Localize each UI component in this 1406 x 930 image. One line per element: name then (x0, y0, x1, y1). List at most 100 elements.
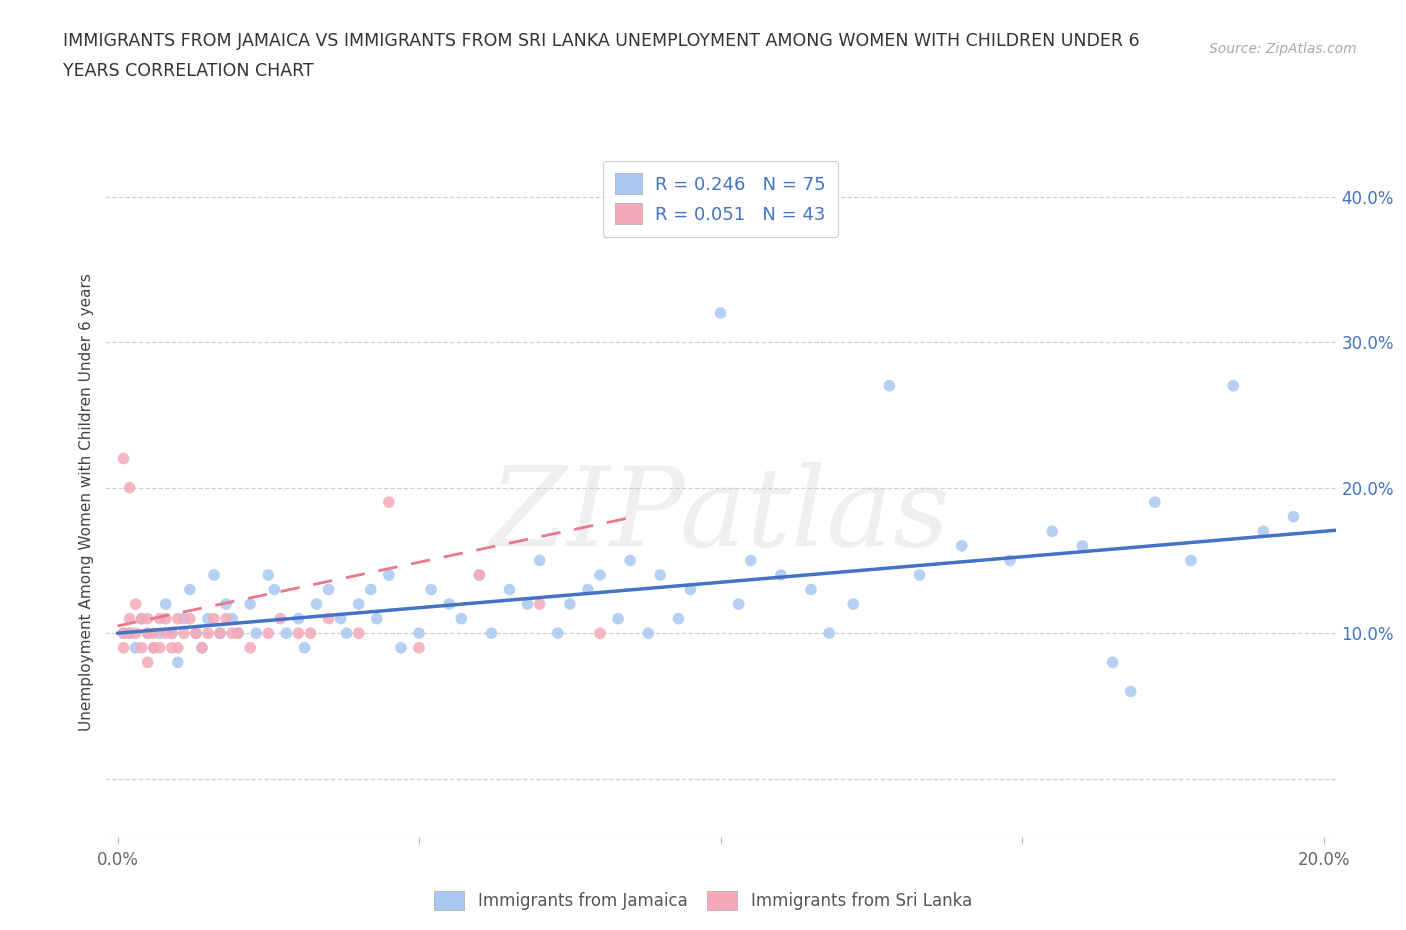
Point (1071, 538, 1094, 553)
Point (800, 582, 823, 597)
Point (481, 626, 503, 641)
Point (184, 626, 207, 641)
Point (437, 597, 460, 612)
Point (450, 611, 472, 626)
Point (149, 641, 172, 656)
Point (679, 582, 702, 597)
Point (263, 582, 285, 597)
Point (709, 306, 731, 321)
Point (389, 641, 412, 656)
Point (1101, 655, 1123, 670)
Point (1040, 524, 1063, 538)
Point (239, 641, 262, 656)
Point (576, 582, 599, 597)
Text: ZIPatlas: ZIPatlas (491, 462, 950, 569)
Point (245, 626, 267, 641)
Point (179, 582, 201, 597)
Point (468, 567, 491, 582)
Legend: Immigrants from Jamaica, Immigrants from Sri Lanka: Immigrants from Jamaica, Immigrants from… (427, 884, 979, 917)
Text: YEARS CORRELATION CHART: YEARS CORRELATION CHART (63, 62, 314, 80)
Point (124, 641, 146, 656)
Point (468, 567, 491, 582)
Point (276, 626, 298, 641)
Point (136, 626, 159, 641)
Point (166, 611, 188, 626)
Point (529, 553, 551, 568)
Point (149, 611, 172, 626)
Point (637, 626, 659, 641)
Point (149, 626, 172, 641)
Point (547, 626, 569, 641)
Point (589, 626, 612, 641)
Point (558, 597, 581, 612)
Point (131, 611, 153, 626)
Point (408, 626, 430, 641)
Point (142, 626, 165, 641)
Point (226, 626, 249, 641)
Point (378, 495, 401, 510)
Point (1282, 510, 1305, 525)
Point (366, 611, 388, 626)
Point (336, 626, 359, 641)
Point (118, 611, 141, 626)
Point (257, 567, 280, 582)
Point (112, 641, 135, 656)
Point (160, 626, 183, 641)
Point (131, 641, 153, 656)
Point (378, 567, 401, 582)
Point (173, 611, 195, 626)
Point (136, 626, 159, 641)
Point (155, 626, 177, 641)
Point (221, 626, 243, 641)
Point (215, 611, 238, 626)
Point (184, 626, 207, 641)
Point (155, 611, 177, 626)
Point (257, 626, 280, 641)
Point (347, 597, 370, 612)
Point (136, 611, 159, 626)
Point (118, 626, 141, 641)
Point (1253, 524, 1275, 538)
Point (112, 626, 135, 641)
Point (208, 626, 231, 641)
Point (287, 611, 309, 626)
Point (998, 553, 1021, 568)
Point (239, 597, 262, 612)
Point (408, 641, 430, 656)
Point (124, 626, 146, 641)
Point (136, 655, 159, 670)
Point (208, 626, 231, 641)
Point (666, 611, 689, 626)
Point (269, 611, 291, 626)
Point (160, 626, 183, 641)
Point (160, 641, 183, 656)
Point (908, 567, 931, 582)
Point (842, 597, 865, 612)
Point (1143, 495, 1166, 510)
Point (124, 597, 146, 612)
Point (607, 611, 630, 626)
Point (179, 611, 201, 626)
Point (299, 626, 322, 641)
Point (740, 553, 762, 568)
Point (420, 582, 443, 597)
Text: IMMIGRANTS FROM JAMAICA VS IMMIGRANTS FROM SRI LANKA UNEMPLOYMENT AMONG WOMEN WI: IMMIGRANTS FROM JAMAICA VS IMMIGRANTS FR… (63, 32, 1140, 49)
Point (142, 641, 165, 656)
Point (202, 611, 225, 626)
Text: Source: ZipAtlas.com: Source: ZipAtlas.com (1209, 42, 1357, 56)
Point (173, 626, 195, 641)
Point (112, 451, 135, 466)
Point (727, 597, 749, 612)
Point (191, 641, 214, 656)
Point (155, 597, 177, 612)
Point (498, 582, 520, 597)
Point (215, 597, 238, 612)
Point (1119, 684, 1142, 698)
Point (166, 655, 188, 670)
Point (318, 582, 340, 597)
Point (131, 611, 153, 626)
Point (516, 597, 538, 612)
Point (879, 379, 901, 393)
Legend: R = 0.246   N = 75, R = 0.051   N = 43: R = 0.246 N = 75, R = 0.051 N = 43 (603, 161, 838, 237)
Point (347, 626, 370, 641)
